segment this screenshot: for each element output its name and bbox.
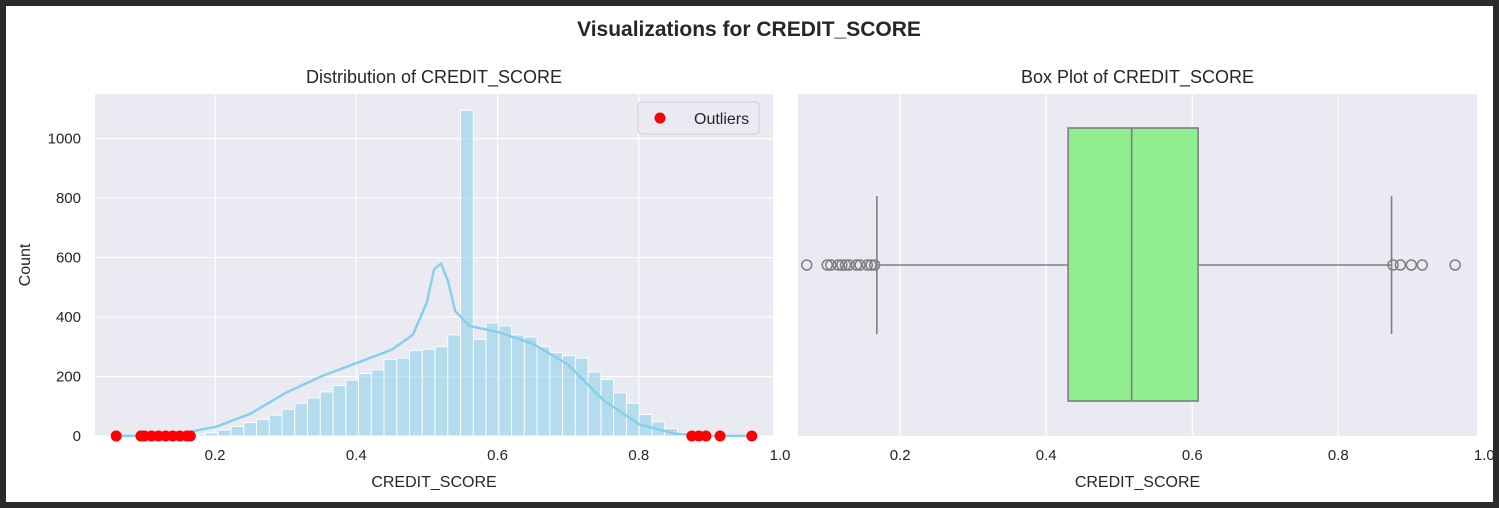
flier-point <box>839 259 852 271</box>
figure-suptitle: Visualizations for CREDIT_SCORE <box>577 18 921 41</box>
flier-point <box>854 259 866 271</box>
flier-point <box>868 259 881 271</box>
outlier-point <box>184 430 196 442</box>
boxplot-elements <box>801 127 1461 402</box>
flier-point <box>1405 259 1418 271</box>
histogram-axes: 0.2 0.4 0.6 0.8 1.0 0 200 400 600 800 1000 Distrib… <box>17 67 790 491</box>
histogram-bar <box>536 346 551 437</box>
x-tick-label: 0.6 <box>487 447 508 464</box>
histogram-bar <box>511 334 525 437</box>
figure: Visualizations for CREDIT_SCORE 0.2 0.4 0.… <box>6 6 1493 502</box>
histogram-bar <box>256 418 270 437</box>
histogram-bar <box>370 369 385 437</box>
legend-outlier-marker <box>654 112 666 124</box>
histogram-bar <box>332 384 347 437</box>
y-tick-label: 600 <box>56 250 81 267</box>
boxplot-axes: 0.2 0.4 0.6 0.8 1.0 Box Plot of CREDIT_SCORE… <box>798 67 1493 491</box>
flier-point <box>836 259 848 271</box>
histogram-y-axis-label: Count <box>17 243 34 286</box>
flier-point <box>825 259 837 271</box>
outlier-point <box>746 430 758 442</box>
figure-canvas: Visualizations for CREDIT_SCORE 0.2 0.4 0.… <box>17 18 1493 491</box>
histogram-tick-labels: 0.2 0.4 0.6 0.8 1.0 0 200 400 600 800 1000 <box>48 131 791 464</box>
legend: Outliers <box>637 101 760 135</box>
histogram-bar <box>230 426 245 437</box>
y-tick-label: 200 <box>56 369 81 386</box>
flier-point <box>865 259 877 271</box>
histogram-grid <box>95 94 781 437</box>
x-tick-label: 0.8 <box>1328 447 1349 464</box>
legend-label-outliers: Outliers <box>694 111 749 128</box>
histogram-bar <box>587 371 602 437</box>
x-tick-label: 0.4 <box>346 447 367 464</box>
histogram-bar <box>460 109 474 437</box>
flier-point <box>1387 259 1399 271</box>
histogram-bar <box>574 357 589 437</box>
histogram-bar <box>294 402 308 437</box>
x-tick-label: 1.0 <box>770 447 791 464</box>
flier-point <box>861 259 874 271</box>
histogram-bar <box>281 408 296 437</box>
histogram-x-axis-label: CREDIT_SCORE <box>371 474 496 491</box>
kde-curve <box>116 262 752 438</box>
flier-point <box>1449 259 1461 271</box>
y-tick-label: 0 <box>73 428 81 445</box>
x-tick-label: 0.2 <box>205 447 226 464</box>
outlier-point <box>714 430 726 442</box>
x-tick-label: 0.2 <box>890 447 911 464</box>
x-tick-label: 0.6 <box>1182 447 1203 464</box>
histogram-bar <box>307 397 321 437</box>
histogram-bar <box>319 391 334 437</box>
histogram-bar <box>600 379 615 437</box>
x-tick-label: 0.4 <box>1036 447 1057 464</box>
flier-point <box>801 259 813 271</box>
histogram-bar <box>205 432 219 437</box>
y-tick-label: 1000 <box>48 131 81 148</box>
histogram-bar <box>409 350 423 437</box>
histogram-bar <box>383 358 398 437</box>
histogram-bar <box>217 429 232 437</box>
flier-point <box>832 259 844 271</box>
flier-point <box>821 259 833 271</box>
y-tick-label: 400 <box>56 309 81 326</box>
histogram-bar <box>268 414 283 437</box>
histogram-bar <box>549 352 564 437</box>
legend-box <box>637 101 760 135</box>
histogram-bar <box>434 346 449 437</box>
outlier-point <box>700 430 712 442</box>
outlier-point <box>110 430 122 442</box>
histogram-bar <box>243 422 257 437</box>
x-tick-label: 0.8 <box>628 447 649 464</box>
boxplot-title: Box Plot of CREDIT_SCORE <box>1021 67 1254 88</box>
histogram-bar <box>358 373 372 437</box>
histogram-bar <box>396 357 410 437</box>
flier-point <box>843 259 855 271</box>
boxplot-x-axis-label: CREDIT_SCORE <box>1075 474 1200 491</box>
outlier-points <box>110 430 758 442</box>
x-tick-label: 1.0 <box>1474 447 1493 464</box>
histogram-bar <box>345 379 359 437</box>
flier-point <box>1416 259 1428 271</box>
histogram-bar <box>562 355 576 437</box>
histogram-bar <box>523 336 538 437</box>
histogram-bar <box>498 325 513 437</box>
histogram-title: Distribution of CREDIT_SCORE <box>306 67 562 88</box>
histogram-bar <box>472 338 487 437</box>
histogram-bar <box>485 322 500 437</box>
histogram-bar <box>447 334 462 437</box>
y-tick-label: 800 <box>56 190 81 207</box>
flier-point <box>850 259 863 271</box>
flier-point <box>1394 259 1407 271</box>
boxplot-tick-labels: 0.2 0.4 0.6 0.8 1.0 <box>890 447 1493 464</box>
box-iqr <box>1067 127 1199 402</box>
histogram-bar <box>421 348 436 437</box>
